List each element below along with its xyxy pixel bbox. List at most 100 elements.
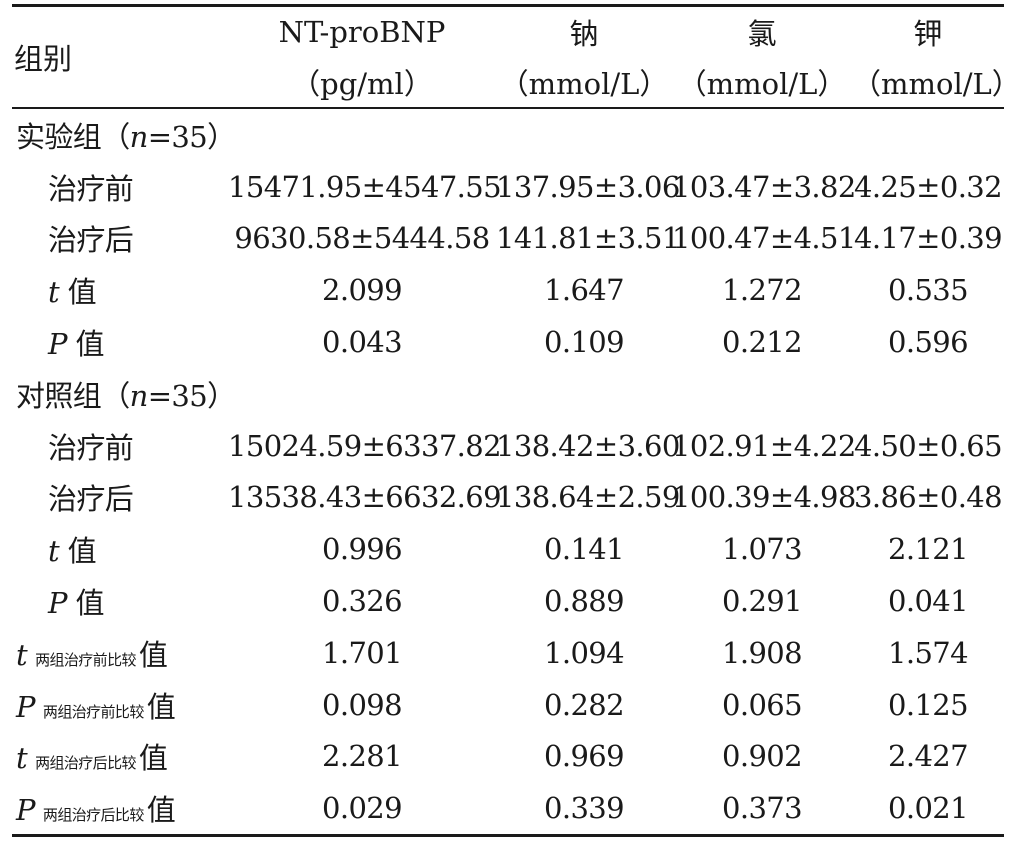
- table-cell: 4.25±0.32: [853, 169, 1003, 204]
- group-section-label: 实验组（n=35）: [12, 108, 1004, 161]
- table-cell: 4.50±0.65: [853, 428, 1003, 463]
- col-unit-chloride: （mmol/L）: [677, 67, 847, 101]
- table-row: P 两组治疗后比较值 0.029 0.339 0.373 0.021: [12, 782, 1004, 836]
- stat-variable: t: [16, 637, 28, 672]
- phase-label: 治疗后: [48, 223, 134, 258]
- comparison-table-container: 组别 NT-proBNP 钠 氯 钾 （pg/ml） （mmol/L） （mmo…: [12, 4, 1016, 837]
- sample-size-var: n: [129, 119, 149, 154]
- sample-size-value: =35）: [147, 119, 236, 154]
- table-row: 治疗后 9630.58±5444.58 141.81±3.51 100.47±4.51…: [12, 213, 1004, 265]
- stat-variable: t: [48, 534, 60, 569]
- table-cell: 1.647: [543, 273, 625, 308]
- stat-suffix: 值: [146, 689, 176, 724]
- table-cell: 1.073: [721, 532, 803, 567]
- table-cell: 0.043: [321, 325, 403, 360]
- paren-open: （: [101, 119, 130, 154]
- stat-subscript: 两组治疗后比较: [42, 806, 144, 825]
- table-cell: 1.908: [721, 635, 803, 670]
- row-label: t 值: [12, 523, 228, 575]
- table-row: t 两组治疗前比较值 1.701 1.094 1.908 1.574: [12, 627, 1004, 679]
- stat-suffix: 值: [59, 534, 97, 569]
- table-cell: 0.282: [543, 687, 625, 722]
- row-label: P 值: [12, 316, 228, 368]
- header-row-names: 组别 NT-proBNP 钠 氯 钾: [12, 5, 1004, 76]
- stat-variable: P: [16, 689, 36, 724]
- stat-suffix: 值: [146, 793, 176, 828]
- table-header: 组别 NT-proBNP 钠 氯 钾 （pg/ml） （mmol/L） （mmo…: [12, 5, 1016, 108]
- table-cell: 0.098: [321, 687, 403, 722]
- table-row: 对照组（n=35）: [12, 368, 1004, 420]
- stat-suffix: 值: [66, 586, 105, 621]
- table-body: 实验组（n=35） 治疗前 15471.95±4547.55 137.95±3.06 1…: [12, 108, 1004, 836]
- phase-label: 治疗前: [48, 171, 134, 206]
- row-label: 治疗前: [12, 420, 228, 472]
- table-row: P 两组治疗前比较值 0.098 0.282 0.065 0.125: [12, 679, 1004, 731]
- table-cell: 0.065: [721, 687, 803, 722]
- row-label: P 值: [12, 575, 228, 627]
- stat-suffix: 值: [138, 741, 168, 776]
- table-cell: 0.021: [887, 791, 969, 826]
- table-cell: 0.109: [543, 325, 625, 360]
- table-cell: 9630.58±5444.58: [234, 221, 490, 256]
- table-row: t 值 2.099 1.647 1.272 0.535: [12, 264, 1004, 316]
- table-cell: 2.099: [321, 273, 403, 308]
- table-row: P 值 0.326 0.889 0.291 0.041: [12, 575, 1004, 627]
- col-header-ntprobnp: NT-proBNP: [278, 15, 446, 49]
- table-cell: 2.427: [887, 739, 969, 774]
- stat-subscript: 两组治疗后比较: [35, 754, 136, 773]
- table-cell: 0.041: [887, 584, 969, 619]
- col-unit-ntprobnp: （pg/ml）: [291, 67, 433, 101]
- table-row: 治疗前 15024.59±6337.82 138.42±3.60 102.91±4.2…: [12, 420, 1004, 472]
- row-label: P 两组治疗前比较值: [12, 679, 228, 731]
- col-header-chloride: 氯: [747, 17, 777, 51]
- phase-label: 治疗后: [48, 482, 134, 517]
- table-cell: 0.125: [887, 687, 969, 722]
- table-cell: 138.42±3.60: [496, 428, 680, 463]
- paren-open: （: [101, 378, 130, 413]
- table-cell: 0.996: [321, 532, 403, 567]
- table-row: t 值 0.996 0.141 1.073 2.121: [12, 523, 1004, 575]
- stat-suffix: 值: [138, 637, 168, 672]
- table-cell: 0.373: [721, 791, 803, 826]
- row-label: 治疗前: [12, 161, 228, 213]
- table-cell: 102.91±4.22: [672, 428, 856, 463]
- table-cell: 15471.95±4547.55: [228, 169, 502, 204]
- comparison-table: 组别 NT-proBNP 钠 氯 钾 （pg/ml） （mmol/L） （mmo…: [12, 4, 1016, 837]
- table-cell: 3.86±0.48: [853, 480, 1003, 515]
- stat-suffix: 值: [66, 327, 105, 362]
- table-cell: 0.969: [543, 739, 625, 774]
- group-header: 组别: [14, 42, 73, 76]
- table-row: P 值 0.043 0.109 0.212 0.596: [12, 316, 1004, 368]
- table-cell: 1.701: [321, 635, 403, 670]
- header-row-units: （pg/ml） （mmol/L） （mmol/L） （mmol/L）: [12, 57, 1016, 108]
- row-label: t 两组治疗前比较值: [12, 627, 228, 679]
- table-cell: 2.281: [321, 739, 403, 774]
- table-cell: 0.339: [543, 791, 625, 826]
- stat-variable: t: [48, 275, 60, 310]
- table-cell: 138.64±2.59: [496, 480, 680, 515]
- table-cell: 0.029: [321, 791, 403, 826]
- sample-size-var: n: [129, 378, 149, 413]
- table-cell: 1.094: [543, 635, 625, 670]
- col-unit-sodium: （mmol/L）: [499, 67, 669, 101]
- stat-variable: P: [48, 327, 68, 362]
- row-label: 治疗后: [12, 472, 228, 524]
- table-cell: 0.902: [721, 739, 803, 774]
- table-row: 实验组（n=35）: [12, 108, 1004, 161]
- table-row: t 两组治疗后比较值 2.281 0.969 0.902 2.427: [12, 731, 1004, 783]
- stat-variable: P: [16, 793, 36, 828]
- table-cell: 15024.59±6337.82: [228, 428, 502, 463]
- table-cell: 1.272: [721, 273, 803, 308]
- group-name: 对照组: [16, 378, 102, 413]
- group-name: 实验组: [16, 119, 102, 154]
- col-header-potassium: 钾: [913, 17, 943, 51]
- stat-variable: t: [16, 741, 28, 776]
- table-cell: 100.47±4.51: [672, 221, 856, 256]
- table-cell: 100.39±4.98: [672, 480, 856, 515]
- row-label: t 值: [12, 264, 228, 316]
- table-cell: 0.596: [887, 325, 969, 360]
- row-label: 治疗后: [12, 213, 228, 265]
- sample-size-value: =35）: [147, 378, 236, 413]
- stat-subscript: 两组治疗前比较: [35, 650, 136, 669]
- table-cell: 0.535: [887, 273, 969, 308]
